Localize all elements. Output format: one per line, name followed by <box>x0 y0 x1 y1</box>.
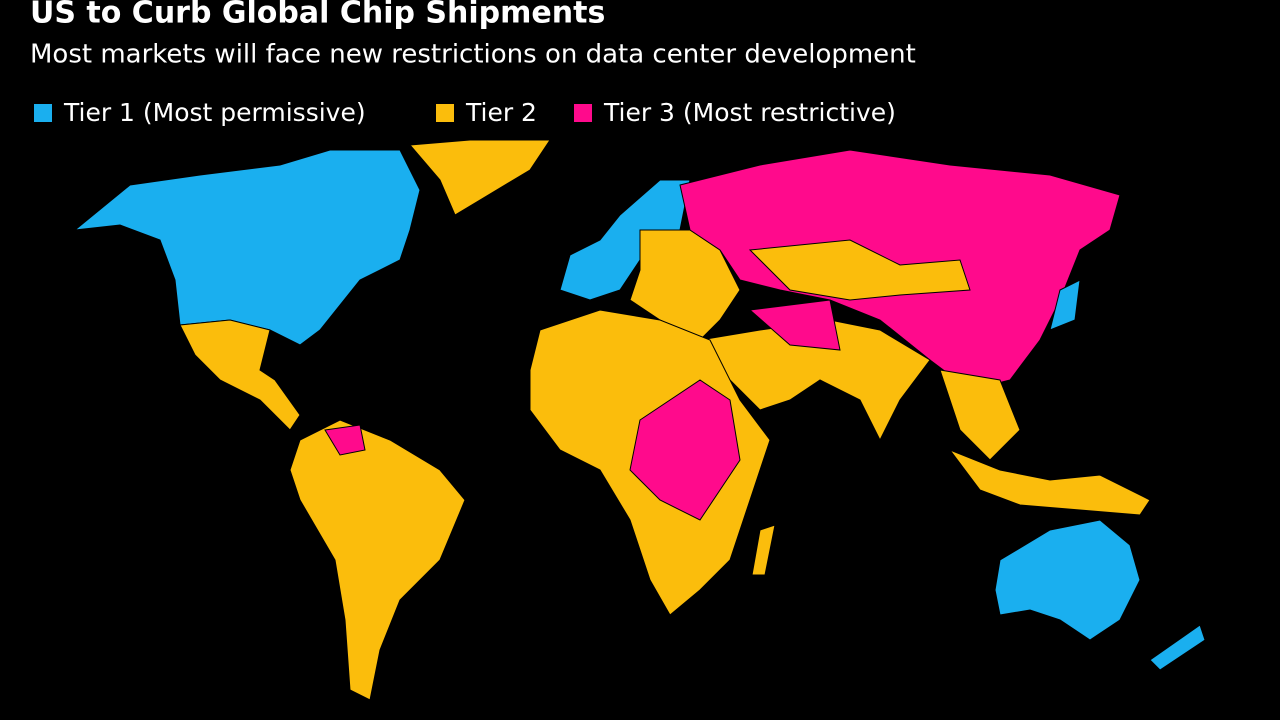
japan <box>1049 279 1081 331</box>
legend-label: Tier 3 (Most restrictive) <box>603 98 896 127</box>
legend-swatch <box>34 104 52 122</box>
legend: Tier 1 (Most permissive) Tier 2 Tier 3 (… <box>34 98 896 127</box>
australia <box>994 519 1141 641</box>
southeast-asia <box>939 369 1021 461</box>
new-zealand <box>1149 624 1206 671</box>
europe <box>559 179 691 301</box>
legend-label: Tier 2 <box>465 98 537 127</box>
south-america <box>289 419 466 701</box>
madagascar <box>751 524 776 576</box>
legend-label: Tier 1 (Most permissive) <box>63 98 366 127</box>
venezuela <box>324 424 366 456</box>
central-america <box>179 319 301 431</box>
subtitle: Most markets will face new restrictions … <box>30 40 916 70</box>
iran <box>748 299 841 351</box>
central-africa <box>629 379 741 521</box>
title: US to Curb Global Chip Shipments <box>30 0 605 31</box>
legend-swatch <box>436 104 454 122</box>
legend-swatch <box>574 104 592 122</box>
indonesia <box>948 448 1151 516</box>
world-map <box>73 139 1206 701</box>
central-asia <box>748 239 971 301</box>
greenland <box>408 139 551 216</box>
north-america <box>73 149 421 346</box>
